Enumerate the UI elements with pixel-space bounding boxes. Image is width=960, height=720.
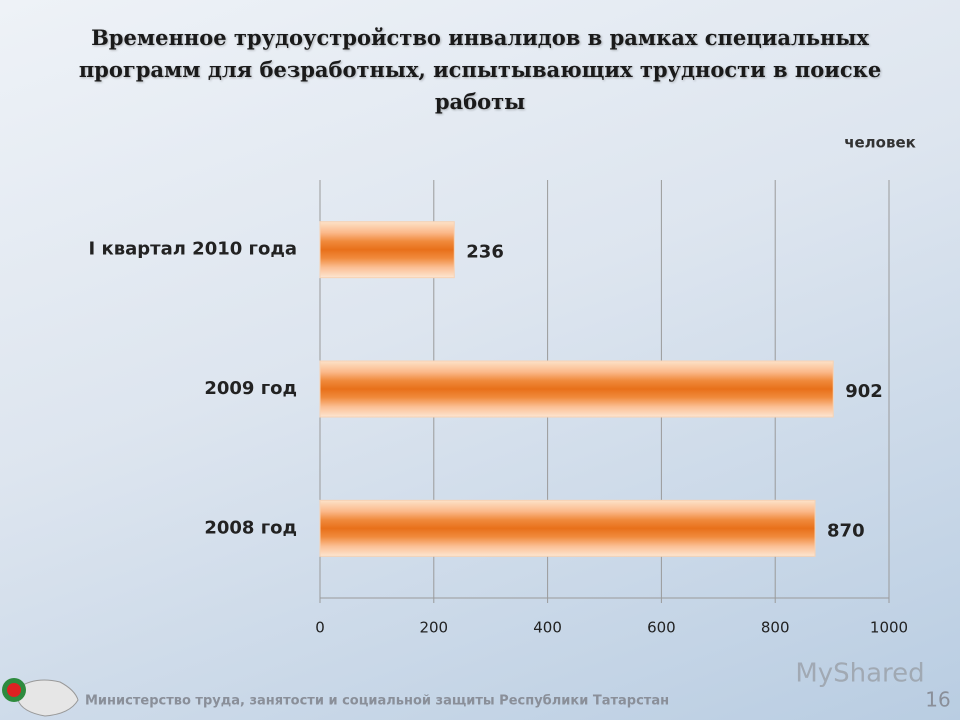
value-label: 236 <box>466 242 504 263</box>
watermark: MyShared <box>795 659 924 689</box>
x-tick-label: 0 <box>315 619 325 637</box>
y-tick-label: 2009 год <box>204 378 297 399</box>
value-label: 870 <box>827 520 865 541</box>
y-tick-label: 2008 год <box>204 517 297 538</box>
bar <box>319 499 816 557</box>
x-tick-label: 1000 <box>870 619 908 637</box>
x-tick-label: 600 <box>647 619 676 637</box>
logo <box>2 678 79 717</box>
value-label: 902 <box>845 381 883 402</box>
x-tick-label: 200 <box>419 619 448 637</box>
footer-text: Министерство труда, занятости и социальн… <box>85 694 669 709</box>
x-tick-label: 800 <box>761 619 790 637</box>
bar <box>319 360 834 418</box>
page-number: 16 <box>925 688 950 712</box>
y-tick-label: I квартал 2010 года <box>89 239 297 260</box>
unit-label: человек <box>844 134 916 152</box>
x-tick-label: 400 <box>533 619 562 637</box>
bar <box>319 221 455 279</box>
chart-title: Временное трудоустройство инвалидов в ра… <box>78 25 882 114</box>
